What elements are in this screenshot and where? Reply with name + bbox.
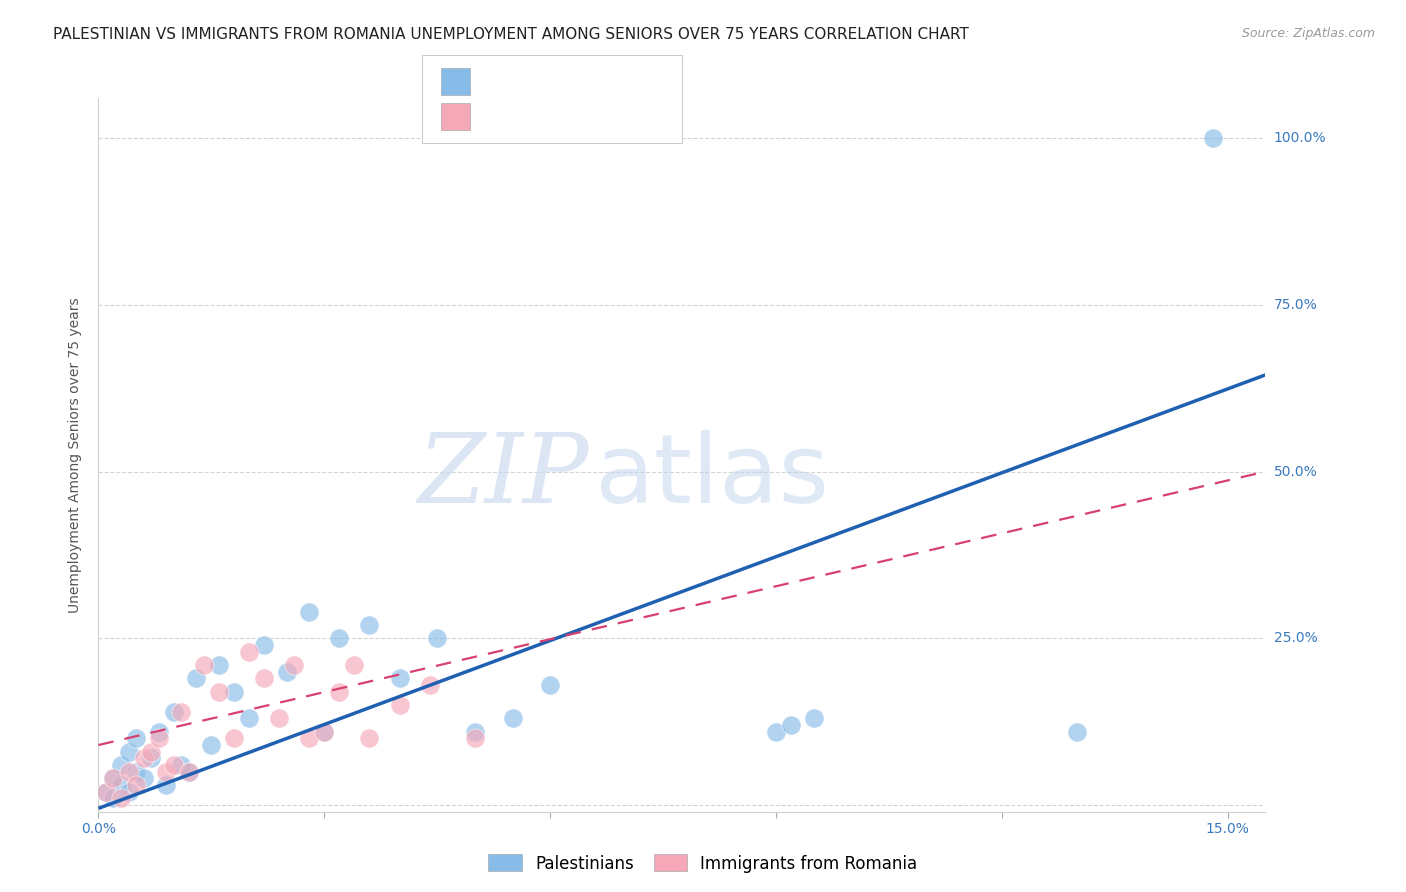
Y-axis label: Unemployment Among Seniors over 75 years: Unemployment Among Seniors over 75 years	[69, 297, 83, 613]
Text: R =: R =	[482, 74, 516, 88]
Point	[117, 764, 139, 779]
Text: PALESTINIAN VS IMMIGRANTS FROM ROMANIA UNEMPLOYMENT AMONG SENIORS OVER 75 YEARS : PALESTINIAN VS IMMIGRANTS FROM ROMANIA U…	[53, 27, 969, 42]
Point	[1066, 724, 1088, 739]
Point	[314, 724, 336, 739]
Point	[222, 684, 245, 698]
Point	[170, 705, 193, 719]
Point	[103, 791, 125, 805]
Point	[298, 731, 321, 746]
Point	[163, 705, 186, 719]
Point	[110, 758, 132, 772]
Point	[765, 724, 787, 739]
Point	[426, 632, 449, 646]
Point	[502, 711, 524, 725]
Point	[177, 764, 200, 779]
Point	[388, 671, 411, 685]
Point	[208, 684, 231, 698]
Legend: Palestinians, Immigrants from Romania: Palestinians, Immigrants from Romania	[482, 847, 924, 880]
Text: 37: 37	[612, 74, 633, 88]
Point	[177, 764, 200, 779]
Point	[222, 731, 245, 746]
Text: N =: N =	[572, 110, 616, 124]
Point	[125, 764, 148, 779]
Point	[132, 751, 155, 765]
Point	[110, 791, 132, 805]
Point	[125, 731, 148, 746]
Text: 0.712: 0.712	[522, 74, 569, 88]
Text: 75.0%: 75.0%	[1274, 298, 1317, 312]
Point	[328, 632, 350, 646]
Point	[298, 605, 321, 619]
Point	[155, 778, 177, 792]
Point	[193, 658, 215, 673]
Point	[110, 778, 132, 792]
Point	[103, 772, 125, 786]
Point	[148, 731, 170, 746]
Point	[276, 665, 298, 679]
Text: R =: R =	[482, 110, 516, 124]
Point	[186, 671, 208, 685]
Point	[117, 745, 139, 759]
Point	[94, 785, 117, 799]
Point	[163, 758, 186, 772]
Text: 25.0%: 25.0%	[1274, 632, 1317, 645]
Point	[155, 764, 177, 779]
Point	[343, 658, 366, 673]
Point	[253, 638, 276, 652]
Point	[314, 724, 336, 739]
Text: N =: N =	[572, 74, 616, 88]
Point	[538, 678, 561, 692]
Text: 100.0%: 100.0%	[1274, 131, 1326, 145]
Point	[238, 711, 260, 725]
Point	[803, 711, 825, 725]
Point	[388, 698, 411, 712]
Text: Source: ZipAtlas.com: Source: ZipAtlas.com	[1241, 27, 1375, 40]
Point	[283, 658, 305, 673]
Text: 0.383: 0.383	[522, 110, 569, 124]
Point	[94, 785, 117, 799]
Text: atlas: atlas	[595, 430, 830, 523]
Point	[200, 738, 222, 752]
Point	[253, 671, 276, 685]
Point	[125, 778, 148, 792]
Text: ZIP: ZIP	[418, 429, 589, 524]
Point	[1202, 131, 1225, 145]
Point	[208, 658, 231, 673]
Point	[170, 758, 193, 772]
Point	[269, 711, 291, 725]
Point	[238, 645, 260, 659]
Point	[103, 772, 125, 786]
Point	[780, 718, 803, 732]
Point	[359, 618, 381, 632]
Text: 50.0%: 50.0%	[1274, 465, 1317, 479]
Point	[464, 724, 486, 739]
Point	[419, 678, 441, 692]
Point	[359, 731, 381, 746]
Point	[132, 772, 155, 786]
Point	[148, 724, 170, 739]
Point	[464, 731, 486, 746]
Point	[139, 751, 162, 765]
Point	[328, 684, 350, 698]
Text: 27: 27	[612, 110, 633, 124]
Point	[117, 785, 139, 799]
Point	[139, 745, 162, 759]
